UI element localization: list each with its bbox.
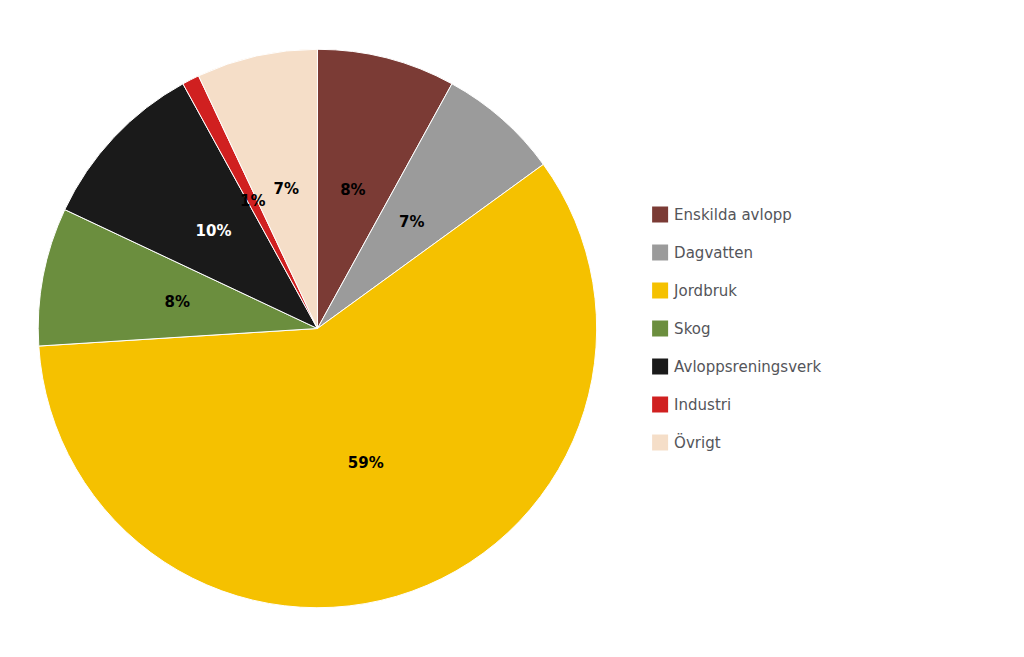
svg-text:Dagvatten: Dagvatten bbox=[674, 244, 753, 262]
svg-text:59%: 59% bbox=[348, 454, 384, 472]
svg-text:Skog: Skog bbox=[674, 320, 710, 338]
svg-text:1%: 1% bbox=[240, 192, 265, 210]
svg-text:8%: 8% bbox=[340, 181, 365, 199]
svg-text:7%: 7% bbox=[274, 180, 299, 198]
svg-text:8%: 8% bbox=[165, 293, 190, 311]
svg-text:Övrigt: Övrigt bbox=[674, 433, 721, 452]
svg-text:Enskilda avlopp: Enskilda avlopp bbox=[674, 206, 792, 224]
svg-text:10%: 10% bbox=[196, 222, 232, 240]
svg-text:Jordbruk: Jordbruk bbox=[673, 282, 737, 300]
svg-text:7%: 7% bbox=[399, 213, 424, 231]
svg-text:Industri: Industri bbox=[674, 396, 731, 414]
svg-text:Avloppsreningsverk: Avloppsreningsverk bbox=[674, 358, 821, 376]
